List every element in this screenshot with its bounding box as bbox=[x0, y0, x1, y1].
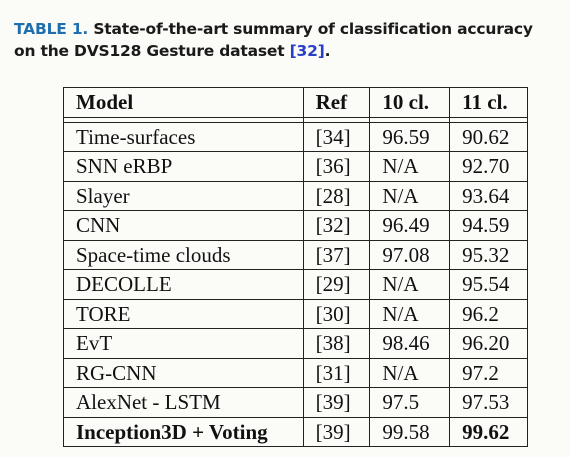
cell-ref: [30] bbox=[302, 299, 371, 329]
table-row: DECOLLE [29] N/A 95.54 bbox=[63, 269, 528, 299]
cell-model: TORE bbox=[63, 299, 304, 329]
header-ref: Ref bbox=[302, 87, 371, 117]
cell-10-classes: N/A bbox=[369, 269, 451, 299]
header-gap bbox=[63, 117, 528, 123]
table-row: RG-CNN [31] N/A 97.2 bbox=[63, 358, 528, 388]
cell-11-classes: 95.32 bbox=[449, 240, 528, 270]
cell-10-classes: 97.08 bbox=[369, 240, 451, 270]
cell-10-classes: N/A bbox=[369, 151, 451, 181]
cell-model: Space-time clouds bbox=[63, 240, 304, 270]
cell-10-classes: 97.5 bbox=[369, 387, 451, 417]
cell-11-classes: 92.70 bbox=[449, 151, 528, 181]
cell-11-classes: 93.64 bbox=[449, 181, 528, 211]
cell-11-classes: 94.59 bbox=[449, 210, 528, 240]
cell-11-classes: 95.54 bbox=[449, 269, 528, 299]
cell-11-classes: 96.2 bbox=[449, 299, 528, 329]
table-header-row: Model Ref 10 cl. 11 cl. bbox=[63, 87, 528, 117]
table-row: Space-time clouds [37] 97.08 95.32 bbox=[63, 240, 528, 270]
cell-10-classes: N/A bbox=[369, 358, 451, 388]
cell-10-classes: 96.49 bbox=[369, 210, 451, 240]
cell-ref: [29] bbox=[302, 269, 371, 299]
header-10-classes: 10 cl. bbox=[369, 87, 451, 117]
table-caption: TABLE 1. State-of-the-art summary of cla… bbox=[14, 18, 559, 62]
cell-ref: [38] bbox=[302, 328, 371, 358]
cell-11-classes: 99.62 bbox=[449, 417, 528, 447]
cell-11-classes: 97.2 bbox=[449, 358, 528, 388]
cell-ref: [28] bbox=[302, 181, 371, 211]
cell-11-classes: 96.20 bbox=[449, 328, 528, 358]
table-label: TABLE 1. bbox=[14, 20, 89, 38]
table-row: AlexNet - LSTM [39] 97.5 97.53 bbox=[63, 387, 528, 417]
cell-10-classes: 96.59 bbox=[369, 122, 451, 152]
cell-10-classes: 99.58 bbox=[369, 417, 451, 447]
cell-ref: [36] bbox=[302, 151, 371, 181]
cell-model: Slayer bbox=[63, 181, 304, 211]
cell-model: AlexNet - LSTM bbox=[63, 387, 304, 417]
cell-10-classes: 98.46 bbox=[369, 328, 451, 358]
cell-11-classes: 97.53 bbox=[449, 387, 528, 417]
cell-ref: [34] bbox=[302, 122, 371, 152]
cell-10-classes: N/A bbox=[369, 181, 451, 211]
table-row: EvT [38] 98.46 96.20 bbox=[63, 328, 528, 358]
caption-text: State-of-the-art summary of classificati… bbox=[14, 20, 533, 60]
cell-model: RG-CNN bbox=[63, 358, 304, 388]
table-row: Slayer [28] N/A 93.64 bbox=[63, 181, 528, 211]
accuracy-table: Model Ref 10 cl. 11 cl. Time-surfaces [3… bbox=[63, 87, 528, 447]
table-row-best: Inception3D + Voting [39] 99.58 99.62 bbox=[63, 417, 528, 447]
table-row: CNN [32] 96.49 94.59 bbox=[63, 210, 528, 240]
cell-model: Inception3D + Voting bbox=[63, 417, 304, 447]
caption-period: . bbox=[324, 42, 331, 60]
header-11-classes: 11 cl. bbox=[449, 87, 528, 117]
caption-citation-link[interactable]: [32] bbox=[289, 42, 325, 60]
cell-ref: [31] bbox=[302, 358, 371, 388]
cell-model: EvT bbox=[63, 328, 304, 358]
header-model: Model bbox=[63, 87, 304, 117]
table-row: SNN eRBP [36] N/A 92.70 bbox=[63, 151, 528, 181]
cell-model: DECOLLE bbox=[63, 269, 304, 299]
table-row: TORE [30] N/A 96.2 bbox=[63, 299, 528, 329]
cell-ref: [39] bbox=[302, 387, 371, 417]
cell-ref: [37] bbox=[302, 240, 371, 270]
table-row: Time-surfaces [34] 96.59 90.62 bbox=[63, 122, 528, 152]
cell-model: Time-surfaces bbox=[63, 122, 304, 152]
cell-11-classes: 90.62 bbox=[449, 122, 528, 152]
cell-10-classes: N/A bbox=[369, 299, 451, 329]
cell-ref: [39] bbox=[302, 417, 371, 447]
cell-ref: [32] bbox=[302, 210, 371, 240]
cell-model: CNN bbox=[63, 210, 304, 240]
cell-model: SNN eRBP bbox=[63, 151, 304, 181]
